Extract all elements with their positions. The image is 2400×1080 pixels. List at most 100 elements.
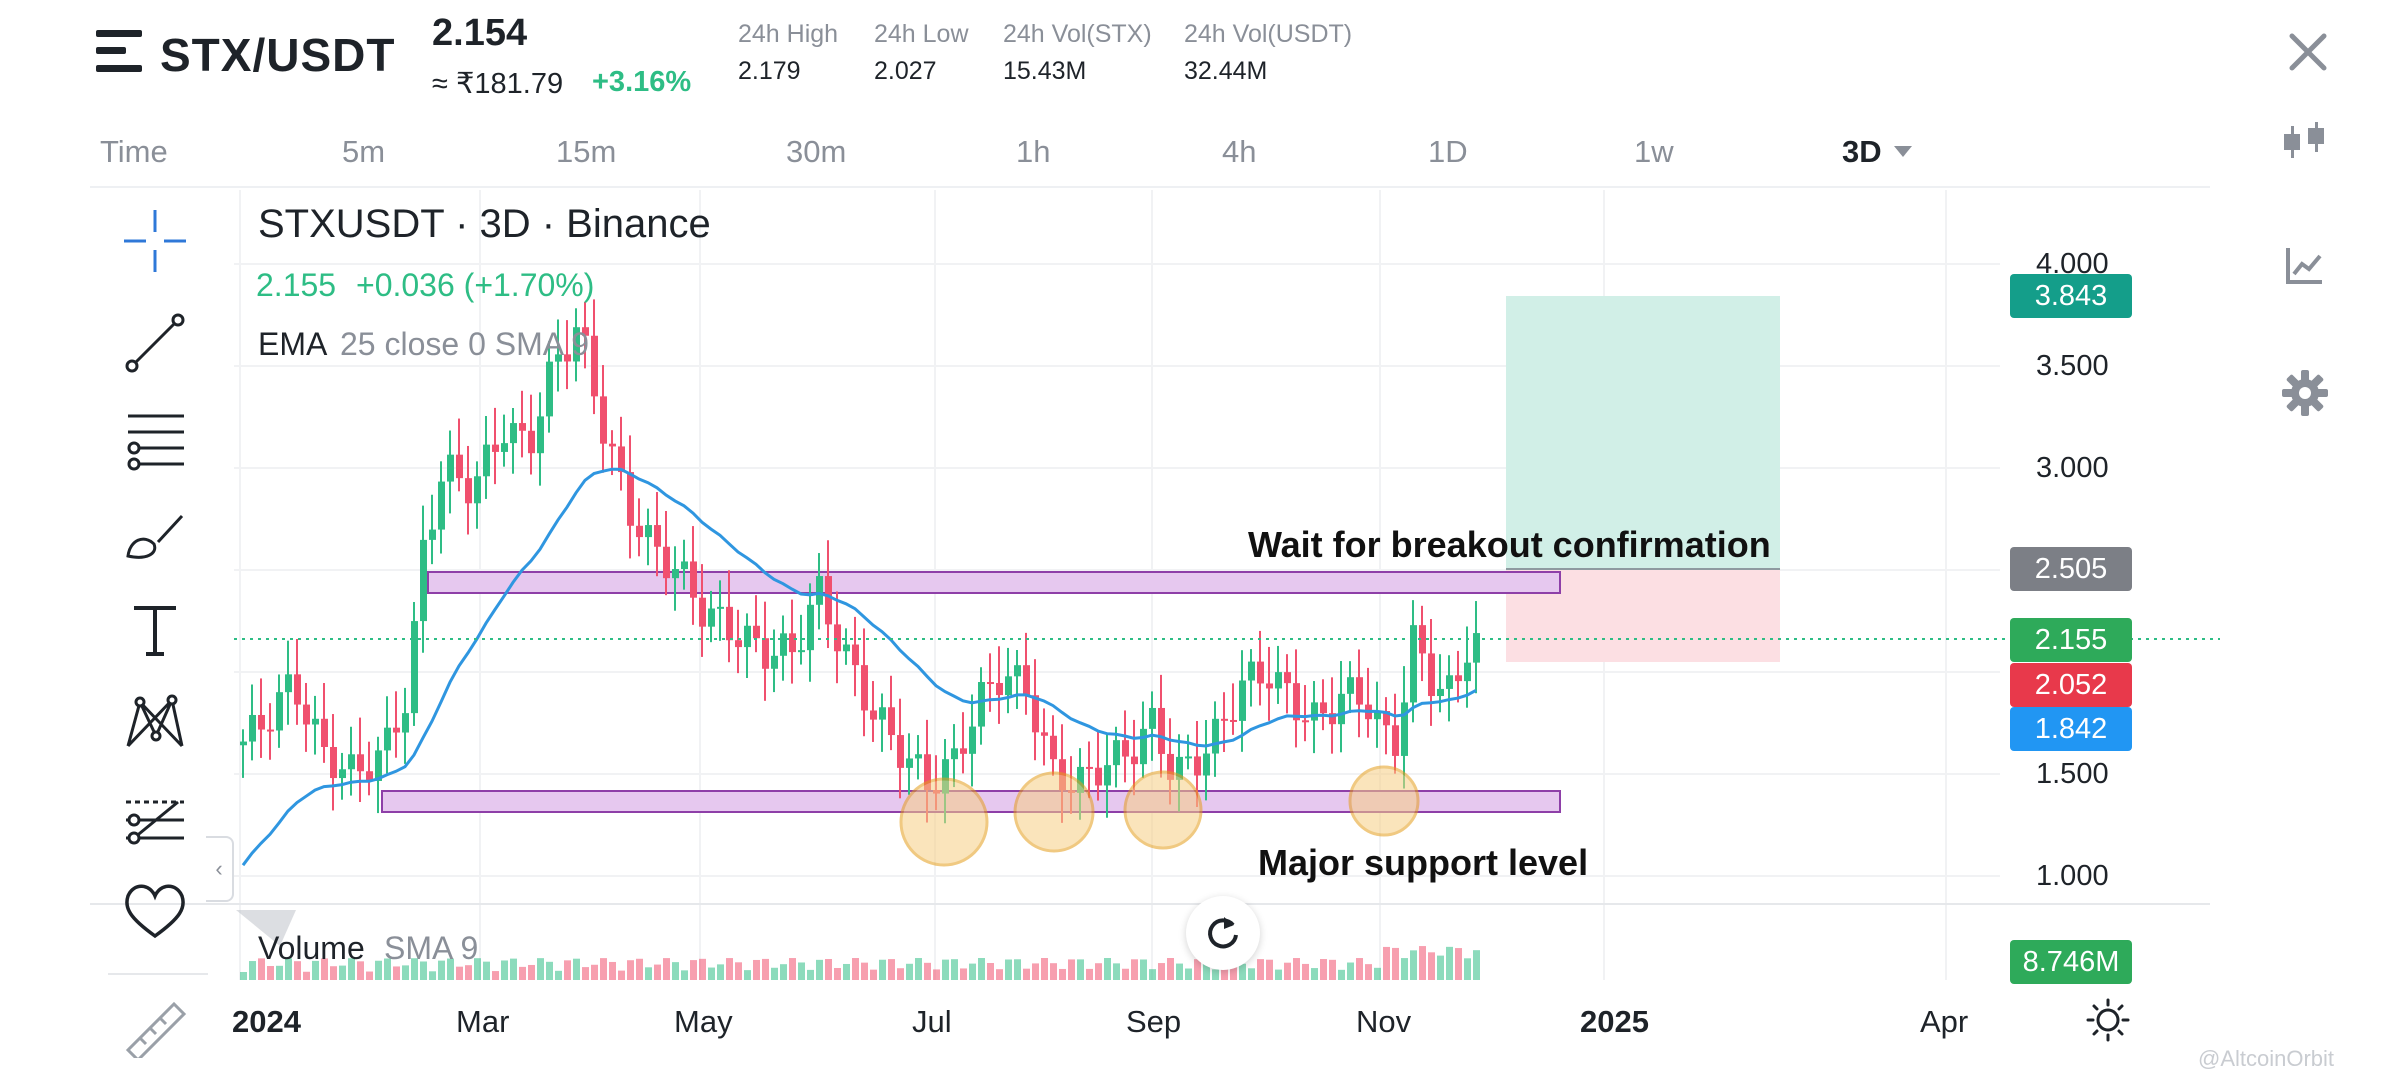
- candle-body: [411, 621, 418, 714]
- candle-body: [573, 327, 580, 362]
- text-icon[interactable]: [120, 594, 190, 664]
- candle-body: [276, 692, 283, 731]
- candle-body: [978, 682, 985, 727]
- volume-bar: [870, 969, 877, 980]
- candle-body: [1113, 740, 1120, 766]
- volume-bar: [780, 964, 787, 980]
- x-tick: Jul: [912, 1004, 952, 1039]
- candle-body: [789, 633, 796, 653]
- crosshair-icon[interactable]: [120, 206, 190, 276]
- volume-bar: [582, 967, 589, 980]
- candle-body: [492, 444, 499, 452]
- brush-icon[interactable]: [120, 504, 190, 574]
- volume-bar: [960, 968, 967, 980]
- ema-indicator-label[interactable]: EMA: [258, 326, 328, 362]
- volume-bar: [492, 971, 499, 980]
- indicators-icon[interactable]: [2280, 240, 2330, 290]
- candle-body: [1095, 767, 1102, 786]
- volume-bar: [1320, 959, 1327, 980]
- candle-body: [708, 608, 715, 627]
- candle-body: [807, 604, 814, 651]
- x-tick: 2024: [232, 1004, 301, 1039]
- candle-body: [474, 476, 481, 504]
- fiat-price: ≈ ₹181.79: [432, 68, 564, 100]
- pattern-icon[interactable]: [120, 688, 190, 758]
- candle-body: [1329, 713, 1336, 725]
- menu-icon[interactable]: [96, 30, 142, 72]
- tradingview-logo-icon: [236, 910, 296, 946]
- candle-body: [1032, 695, 1039, 733]
- candle-body: [429, 529, 436, 540]
- collapse-toolbar-button[interactable]: ‹: [206, 836, 234, 902]
- volume-bar: [1455, 948, 1462, 980]
- ema-line: [241, 467, 1477, 867]
- x-tick: Apr: [1920, 1004, 1969, 1039]
- candle-body: [1221, 718, 1228, 721]
- candle-body: [627, 472, 634, 526]
- candle-body: [1176, 756, 1183, 780]
- candle-body: [834, 624, 841, 652]
- volume-bar: [807, 969, 814, 980]
- stat-label-vol-base: 24h Vol(STX): [1003, 20, 1152, 48]
- volume-bar: [816, 959, 823, 980]
- reset-chart-button[interactable]: [1186, 896, 1260, 970]
- volume-bar: [1257, 959, 1264, 980]
- settings-gear-icon[interactable]: [2280, 368, 2330, 418]
- tab-time[interactable]: Time: [100, 134, 168, 169]
- volume-bar: [735, 962, 742, 980]
- volume-bar: [528, 964, 535, 980]
- volume-bar: [1239, 963, 1246, 980]
- candle-body: [1293, 683, 1300, 721]
- tab-3d[interactable]: 3D: [1842, 134, 1882, 169]
- volume-bar: [330, 966, 337, 980]
- fib-lines-icon[interactable]: [120, 404, 190, 474]
- candle-body: [1347, 677, 1354, 694]
- volume-bar: [1446, 946, 1453, 980]
- volume-bar: [1374, 967, 1381, 980]
- volume-bar: [1428, 952, 1435, 980]
- volume-bar: [555, 970, 562, 980]
- theme-toggle-icon[interactable]: [2086, 998, 2130, 1042]
- candle-body: [312, 718, 319, 725]
- pair-title[interactable]: STX/USDT: [160, 29, 396, 81]
- favorite-icon[interactable]: [120, 876, 190, 946]
- volume-bar: [1158, 963, 1165, 980]
- candle-body: [951, 748, 958, 760]
- ruler-icon[interactable]: [120, 996, 190, 1058]
- volume-bar: [1302, 963, 1309, 980]
- candle-body: [348, 754, 355, 770]
- tab-30m[interactable]: 30m: [786, 134, 847, 169]
- close-icon[interactable]: [2286, 30, 2330, 74]
- volume-bar: [1347, 962, 1354, 980]
- resistance-zone: [427, 571, 1561, 594]
- volume-bar: [348, 958, 355, 980]
- candlestick-type-icon[interactable]: [2280, 118, 2330, 168]
- volume-bar: [384, 958, 391, 980]
- volume-bar: [762, 958, 769, 980]
- trend-line-icon[interactable]: [120, 308, 190, 378]
- tab-1d[interactable]: 1D: [1428, 134, 1468, 169]
- candle-body: [996, 682, 1003, 696]
- volume-indicator-label[interactable]: Volume: [258, 930, 365, 966]
- candle-body: [240, 741, 247, 746]
- volume-bar: [1266, 959, 1273, 980]
- chart-canvas[interactable]: [0, 186, 2220, 1080]
- candle-body: [987, 682, 994, 685]
- volume-bar: [852, 958, 859, 980]
- volume-bar: [1104, 958, 1111, 980]
- volume-bar: [681, 970, 688, 980]
- tab-1h[interactable]: 1h: [1016, 134, 1051, 169]
- chevron-down-icon[interactable]: [1894, 146, 1912, 158]
- x-tick: Mar: [456, 1004, 510, 1039]
- tab-1w[interactable]: 1w: [1634, 134, 1674, 169]
- candle-body: [420, 539, 427, 622]
- tab-15m[interactable]: 15m: [556, 134, 617, 169]
- tab-5m[interactable]: 5m: [342, 134, 386, 169]
- stat-value-high: 2.179: [738, 57, 801, 85]
- candle-body: [879, 707, 886, 720]
- stat-value-low: 2.027: [874, 57, 937, 85]
- volume-bar: [393, 966, 400, 980]
- forecast-icon[interactable]: [120, 784, 190, 854]
- tab-4h[interactable]: 4h: [1222, 134, 1257, 169]
- volume-bar: [510, 958, 517, 980]
